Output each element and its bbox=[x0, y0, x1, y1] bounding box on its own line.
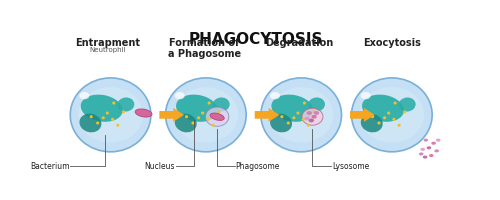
FancyArrow shape bbox=[160, 108, 184, 122]
Text: Neutrophil: Neutrophil bbox=[89, 47, 126, 53]
Ellipse shape bbox=[287, 121, 290, 125]
Ellipse shape bbox=[270, 92, 280, 99]
Ellipse shape bbox=[206, 107, 229, 126]
Ellipse shape bbox=[403, 110, 406, 113]
Ellipse shape bbox=[175, 114, 197, 132]
Ellipse shape bbox=[378, 121, 380, 125]
Ellipse shape bbox=[208, 101, 210, 105]
Ellipse shape bbox=[217, 110, 220, 113]
Ellipse shape bbox=[122, 110, 125, 113]
Ellipse shape bbox=[398, 97, 415, 112]
Ellipse shape bbox=[398, 124, 400, 127]
Ellipse shape bbox=[429, 154, 434, 157]
Ellipse shape bbox=[106, 111, 109, 115]
Text: Entrapment: Entrapment bbox=[75, 38, 140, 48]
Text: Phagosome: Phagosome bbox=[236, 162, 280, 171]
Ellipse shape bbox=[308, 97, 325, 112]
Ellipse shape bbox=[296, 111, 300, 115]
Ellipse shape bbox=[210, 113, 224, 120]
Ellipse shape bbox=[426, 146, 432, 149]
Ellipse shape bbox=[383, 116, 386, 119]
Ellipse shape bbox=[111, 118, 114, 121]
Text: Formation of
a Phagosome: Formation of a Phagosome bbox=[168, 38, 241, 59]
Ellipse shape bbox=[80, 114, 102, 132]
Ellipse shape bbox=[436, 139, 440, 142]
Ellipse shape bbox=[432, 142, 436, 145]
Ellipse shape bbox=[304, 117, 310, 120]
Ellipse shape bbox=[314, 111, 319, 115]
Ellipse shape bbox=[135, 109, 152, 117]
Ellipse shape bbox=[112, 101, 116, 105]
Ellipse shape bbox=[420, 148, 425, 151]
Ellipse shape bbox=[70, 78, 151, 152]
Ellipse shape bbox=[192, 121, 194, 125]
FancyArrow shape bbox=[254, 108, 280, 122]
Ellipse shape bbox=[303, 101, 306, 105]
Ellipse shape bbox=[166, 78, 246, 152]
Ellipse shape bbox=[394, 101, 396, 105]
Ellipse shape bbox=[270, 114, 292, 132]
Ellipse shape bbox=[261, 78, 342, 152]
Ellipse shape bbox=[419, 152, 424, 156]
Ellipse shape bbox=[102, 116, 105, 119]
Ellipse shape bbox=[308, 118, 314, 122]
Ellipse shape bbox=[434, 149, 439, 152]
Ellipse shape bbox=[361, 114, 382, 132]
Ellipse shape bbox=[302, 108, 323, 125]
Ellipse shape bbox=[185, 115, 188, 118]
Ellipse shape bbox=[362, 95, 404, 122]
Ellipse shape bbox=[371, 115, 374, 118]
Ellipse shape bbox=[96, 121, 99, 125]
Ellipse shape bbox=[302, 118, 305, 121]
Ellipse shape bbox=[116, 124, 119, 127]
Text: Bacterium: Bacterium bbox=[30, 162, 70, 171]
Ellipse shape bbox=[174, 92, 184, 99]
Ellipse shape bbox=[78, 87, 143, 143]
Text: Lysosome: Lysosome bbox=[332, 162, 370, 171]
Ellipse shape bbox=[197, 116, 200, 119]
FancyArrow shape bbox=[350, 108, 375, 122]
Ellipse shape bbox=[306, 111, 312, 115]
Ellipse shape bbox=[352, 78, 432, 152]
Ellipse shape bbox=[292, 116, 296, 119]
Text: Nucleus: Nucleus bbox=[144, 162, 175, 171]
Ellipse shape bbox=[174, 87, 238, 143]
Ellipse shape bbox=[272, 95, 314, 122]
Ellipse shape bbox=[360, 87, 424, 143]
Ellipse shape bbox=[201, 111, 204, 115]
Ellipse shape bbox=[392, 118, 396, 121]
Ellipse shape bbox=[312, 115, 317, 119]
Ellipse shape bbox=[212, 124, 214, 127]
Ellipse shape bbox=[423, 156, 428, 159]
Ellipse shape bbox=[206, 118, 210, 121]
Ellipse shape bbox=[280, 115, 283, 118]
Ellipse shape bbox=[387, 111, 390, 115]
Ellipse shape bbox=[424, 139, 428, 142]
Ellipse shape bbox=[307, 124, 310, 127]
Ellipse shape bbox=[312, 110, 316, 113]
Ellipse shape bbox=[176, 95, 218, 122]
Ellipse shape bbox=[118, 97, 134, 112]
Ellipse shape bbox=[269, 87, 334, 143]
Text: Exocytosis: Exocytosis bbox=[363, 38, 421, 48]
Ellipse shape bbox=[90, 115, 93, 118]
Ellipse shape bbox=[212, 97, 230, 112]
Text: Degradation: Degradation bbox=[265, 38, 333, 48]
Ellipse shape bbox=[80, 92, 90, 99]
Ellipse shape bbox=[360, 92, 370, 99]
Text: PHAGOCYTOSIS: PHAGOCYTOSIS bbox=[189, 32, 324, 47]
Ellipse shape bbox=[80, 95, 122, 122]
